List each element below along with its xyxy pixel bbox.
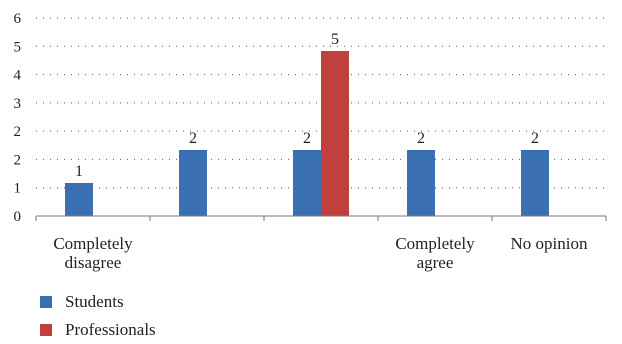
legend-item-students: Students (40, 288, 156, 316)
data-labels: 1 2 2 2 2 5 (75, 31, 539, 180)
data-label-professionals-2: 5 (331, 31, 339, 48)
y-axis-tick-labels: 0 1 2 2 3 4 5 6 (14, 11, 22, 225)
y-tick-label: 3 (14, 96, 22, 112)
legend: Students Professionals (40, 288, 156, 344)
bars (65, 51, 549, 216)
data-label-students-3: 2 (417, 130, 425, 147)
bar-students-0 (65, 183, 93, 216)
data-label-students-4: 2 (531, 130, 539, 147)
y-tick-label: 1 (14, 181, 22, 197)
x-category-label: Completely agree (395, 234, 475, 272)
x-axis-category-labels: Completely disagree Completely agree No opin… (53, 234, 588, 272)
y-tick-label: 2 (14, 124, 22, 140)
legend-swatch-students (40, 296, 52, 308)
y-tick-label: 4 (14, 68, 22, 84)
bar-students-4 (521, 150, 549, 216)
legend-item-professionals: Professionals (40, 316, 156, 344)
x-axis-ticks (35, 216, 607, 221)
y-tick-label: 0 (14, 209, 22, 225)
bar-students-2 (293, 150, 321, 216)
legend-label-students: Students (65, 292, 124, 311)
legend-swatch-professionals (40, 324, 52, 336)
x-category-label: Completely disagree (53, 234, 133, 272)
data-label-students-2: 2 (303, 130, 311, 147)
bar-students-1 (179, 150, 207, 216)
bar-students-3 (407, 150, 435, 216)
y-tick-label: 2 (14, 152, 22, 168)
x-category-label: No opinion (511, 234, 588, 253)
y-tick-label: 6 (14, 11, 22, 27)
bar-professionals-2 (321, 51, 349, 216)
data-label-students-0: 1 (75, 163, 83, 180)
y-tick-label: 5 (14, 39, 22, 55)
data-label-students-1: 2 (189, 130, 197, 147)
legend-label-professionals: Professionals (65, 320, 156, 339)
